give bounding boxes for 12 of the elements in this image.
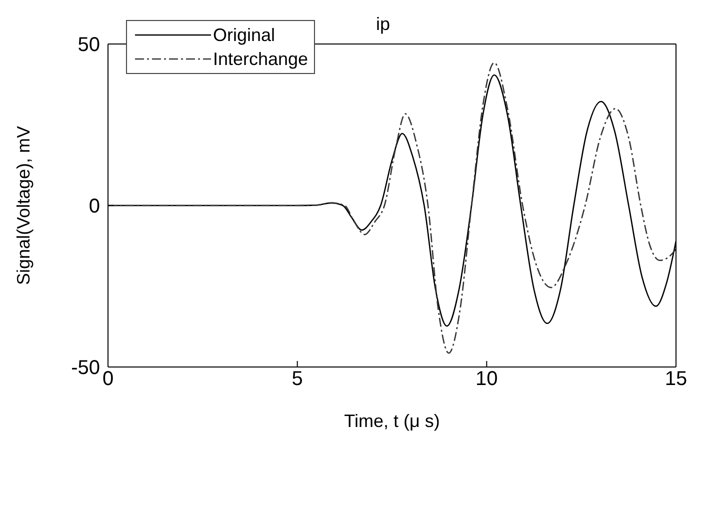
x-tick-label: 15 <box>664 368 688 390</box>
x-tick-label: 5 <box>292 368 303 390</box>
y-tick-label: -50 <box>71 357 100 380</box>
legend-label: Original <box>213 24 276 46</box>
y-axis-title: Signal(Voltage), mV <box>13 126 34 286</box>
chart-title: ip <box>376 14 390 34</box>
y-tick-label: 50 <box>78 34 100 56</box>
x-tick-label: 10 <box>476 368 498 390</box>
legend-label: Interchange <box>213 48 308 70</box>
x-axis-title: Time, t (μ s) <box>344 411 440 431</box>
y-tick-label: 0 <box>88 196 100 218</box>
x-tick-label: 0 <box>102 368 114 390</box>
